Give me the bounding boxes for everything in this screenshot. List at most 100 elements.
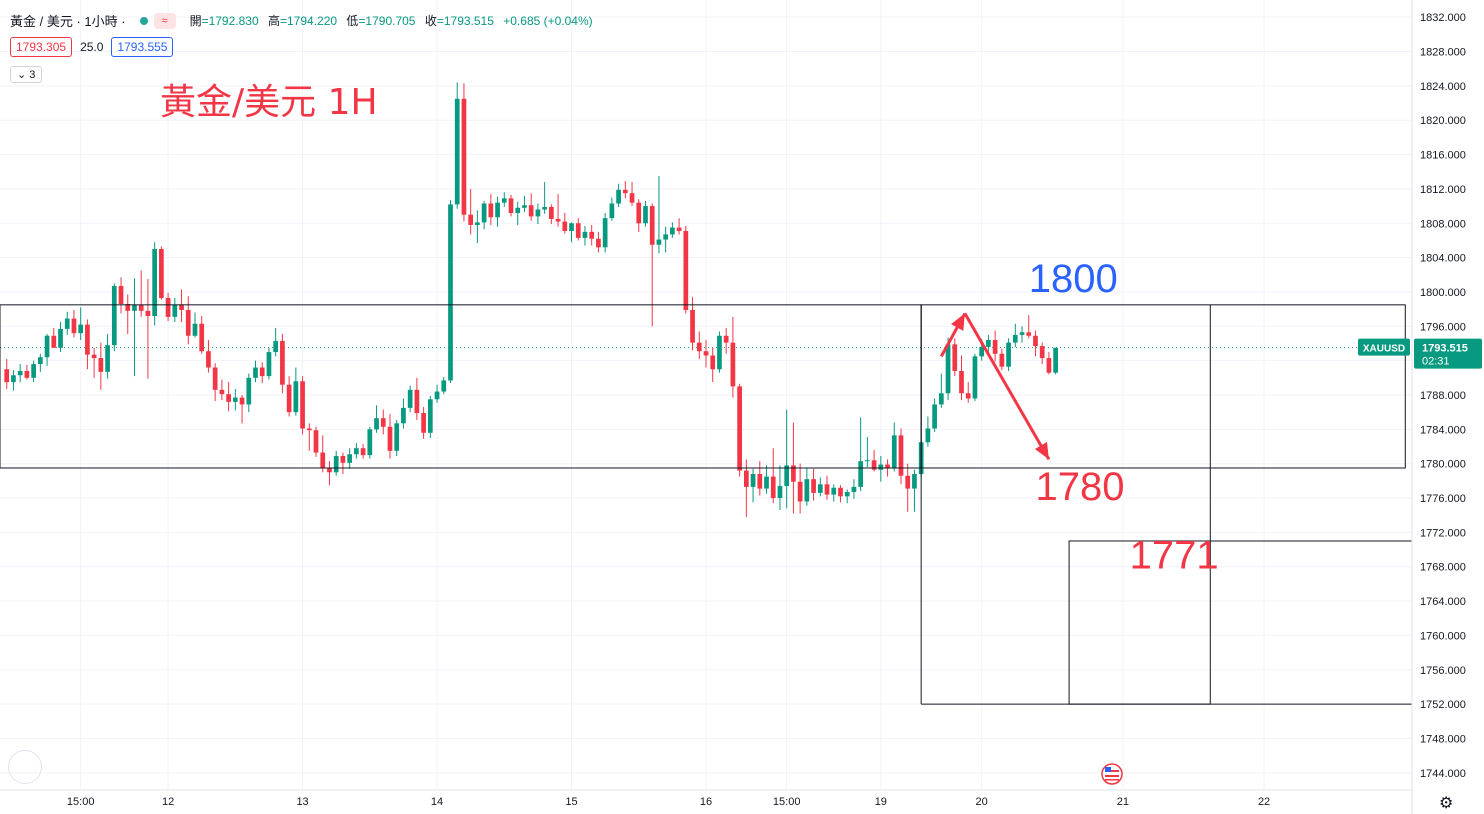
x-tick-label: 14 bbox=[431, 796, 443, 808]
y-tick-label: 1820.000 bbox=[1420, 115, 1466, 127]
candle-body bbox=[965, 393, 971, 399]
symbol-tag: XAUUSD bbox=[1363, 344, 1405, 355]
x-tick-label: 16 bbox=[700, 796, 712, 808]
change-value: +0.685 (+0.04%) bbox=[503, 14, 593, 28]
candle-body bbox=[925, 428, 931, 443]
candle-body bbox=[1019, 332, 1025, 335]
candle-body bbox=[407, 389, 413, 408]
gear-icon[interactable]: ⚙ bbox=[1439, 795, 1454, 812]
candle-body bbox=[71, 318, 77, 334]
candle-body bbox=[495, 202, 500, 218]
y-tick-label: 1784.000 bbox=[1420, 424, 1466, 436]
candle-body bbox=[1039, 346, 1045, 359]
y-tick-label: 1772.000 bbox=[1420, 527, 1466, 539]
candle-body bbox=[979, 346, 985, 357]
us-flag-icon[interactable] bbox=[1101, 763, 1123, 785]
wave-icon[interactable]: ≈ bbox=[153, 12, 176, 29]
candle-body bbox=[945, 344, 951, 394]
ohlc-values: 開=1792.830 高=1794.220 低=1790.705 收=1793.… bbox=[189, 14, 593, 28]
candle-body bbox=[286, 384, 292, 413]
price-annotation: 1771 bbox=[1130, 533, 1219, 577]
candle-body bbox=[427, 399, 433, 433]
candles bbox=[4, 82, 1058, 517]
y-tick-label: 1768.000 bbox=[1420, 562, 1466, 574]
candle-body bbox=[865, 460, 870, 462]
symbol-title[interactable]: 黃金 / 美元 · 1小時 · bbox=[10, 14, 126, 29]
candle-body bbox=[360, 448, 366, 456]
candle-body bbox=[367, 429, 373, 456]
candle-body bbox=[145, 310, 151, 316]
indicators-collapse-button[interactable]: ⌄ 3 bbox=[10, 66, 43, 83]
candle-body bbox=[1046, 358, 1052, 373]
candle-body bbox=[757, 474, 763, 489]
y-tick-label: 1788.000 bbox=[1420, 390, 1466, 402]
candle-body bbox=[703, 351, 709, 356]
candle-body bbox=[105, 345, 110, 372]
candle-body bbox=[468, 214, 474, 225]
candle-body bbox=[670, 227, 675, 235]
candle-body bbox=[421, 413, 426, 433]
candle-body bbox=[770, 476, 776, 499]
candle-body bbox=[602, 218, 608, 248]
candle-body bbox=[24, 370, 30, 378]
candle-body bbox=[838, 487, 843, 497]
candle-body bbox=[51, 335, 57, 348]
y-tick-label: 1796.000 bbox=[1420, 321, 1466, 333]
candle-body bbox=[212, 367, 218, 390]
candle-body bbox=[206, 351, 211, 368]
arrow-head bbox=[1034, 442, 1049, 460]
price-axis[interactable]: 1832.000 1828.000 1824.000 1820.000 1816.000… bbox=[1411, 0, 1484, 814]
candle-body bbox=[394, 423, 400, 451]
candle-body bbox=[232, 397, 238, 402]
y-tick-label: 1756.000 bbox=[1420, 665, 1466, 677]
chart-title: 黃金/美元 1H bbox=[160, 82, 378, 123]
candle-body bbox=[562, 221, 568, 231]
candle-body bbox=[898, 435, 904, 476]
candle-body bbox=[313, 430, 319, 453]
candle-body bbox=[938, 393, 944, 405]
candle-body bbox=[44, 335, 50, 358]
candle-body bbox=[676, 227, 682, 231]
candle-body bbox=[616, 189, 621, 204]
x-tick-label: 22 bbox=[1258, 796, 1270, 808]
drawing-box bbox=[0, 304, 922, 469]
candle-body bbox=[636, 202, 642, 224]
candle-body bbox=[791, 465, 796, 482]
sell-button[interactable]: 1793.305 bbox=[10, 37, 73, 57]
time-axis[interactable]: 15:00 12 13 14 15 16 15:00 19 20 21 22 bbox=[0, 789, 1412, 808]
x-tick-label: 19 bbox=[875, 796, 887, 808]
candle-body bbox=[878, 464, 884, 470]
candle-body bbox=[1053, 347, 1058, 373]
price-annotation: 1800 bbox=[1029, 257, 1118, 301]
nav-circle-button[interactable] bbox=[8, 750, 42, 784]
buy-button[interactable]: 1793.555 bbox=[111, 37, 174, 57]
candle-body bbox=[696, 342, 702, 352]
y-tick-label: 1760.000 bbox=[1420, 630, 1466, 642]
y-tick-label: 1816.000 bbox=[1420, 150, 1466, 162]
candle-body bbox=[179, 304, 184, 310]
x-tick-label: 15:00 bbox=[773, 796, 801, 808]
candle-body bbox=[683, 230, 689, 310]
y-tick-label: 1748.000 bbox=[1420, 733, 1466, 745]
candle-body bbox=[1012, 334, 1018, 343]
candle-body bbox=[575, 223, 581, 238]
x-tick-label: 15 bbox=[565, 796, 577, 808]
candle-body bbox=[972, 356, 978, 399]
candle-body bbox=[905, 475, 911, 489]
candle-body bbox=[1026, 332, 1032, 336]
market-status-icon bbox=[139, 16, 148, 25]
candle-body bbox=[239, 397, 245, 405]
candle-body bbox=[912, 474, 917, 489]
candle-body bbox=[448, 204, 453, 381]
y-tick-label: 1804.000 bbox=[1420, 253, 1466, 265]
candle-body bbox=[125, 303, 131, 311]
candle-body bbox=[844, 492, 850, 497]
candle-body bbox=[78, 324, 84, 334]
candle-body bbox=[891, 435, 897, 468]
candle-body bbox=[441, 380, 447, 392]
candle-body bbox=[481, 203, 487, 223]
candle-body bbox=[132, 304, 137, 311]
